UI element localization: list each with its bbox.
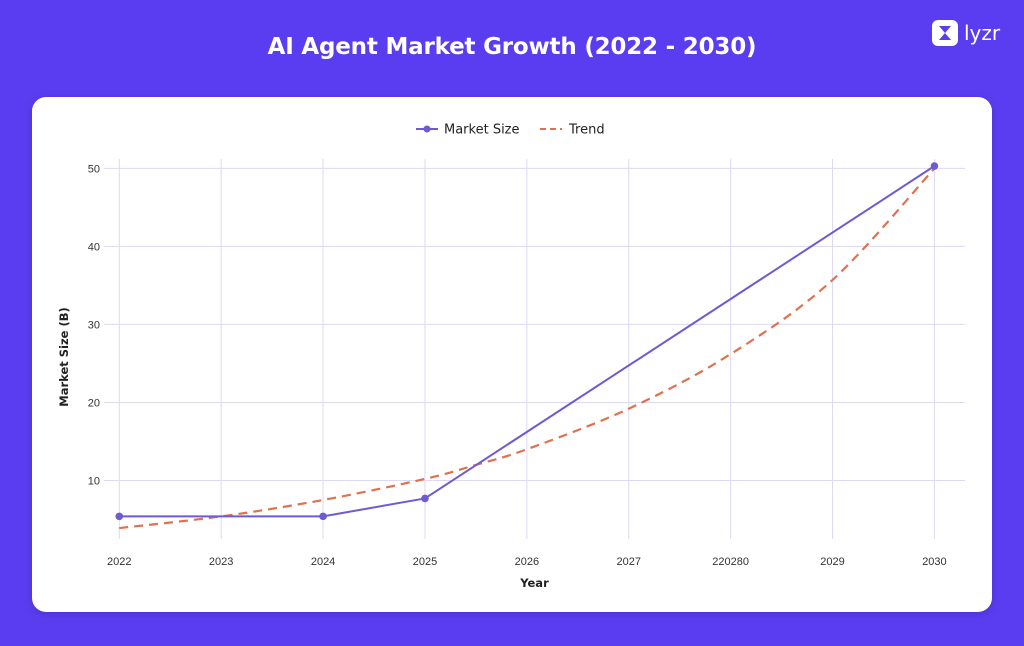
trend-line xyxy=(119,167,936,530)
y-tick-label: 10 xyxy=(88,475,100,487)
x-tick-label: 2022 xyxy=(107,556,131,568)
market-size-point xyxy=(319,512,327,521)
y-tick-label: 40 xyxy=(88,241,100,253)
x-tick-label: 2026 xyxy=(515,556,539,568)
x-tick-label: 2030 xyxy=(922,556,946,568)
x-tick-label: 2027 xyxy=(617,556,641,568)
legend-item-market-size[interactable]: Market Size xyxy=(416,123,520,138)
legend: Market Size Trend xyxy=(416,123,605,138)
market-size-line xyxy=(119,165,935,518)
page-title: AI Agent Market Growth (2022 - 2030) xyxy=(267,34,757,60)
y-axis-title: Market Size (B) xyxy=(57,307,71,407)
x-tick-label: 2023 xyxy=(209,556,233,568)
x-tick-label: 2029 xyxy=(820,556,844,568)
x-axis-title: Year xyxy=(519,576,549,590)
y-tick-label: 50 xyxy=(88,163,100,175)
market-size-point xyxy=(421,494,429,503)
market-size-point xyxy=(930,162,939,170)
chart-card: 2022 2023 2024 2025 2026 2027 220280 2029 2030 10… xyxy=(32,97,992,612)
series-layer xyxy=(115,162,939,530)
legend-marker-market-size xyxy=(423,125,431,133)
legend-label-trend: Trend xyxy=(568,123,605,138)
legend-item-trend[interactable]: Trend xyxy=(540,123,605,138)
y-tick-label: 30 xyxy=(88,319,100,331)
brand-logo: lyzr xyxy=(932,20,1000,46)
legend-label-market-size: Market Size xyxy=(444,123,520,138)
x-tick-label: 220280 xyxy=(712,556,749,568)
x-tick-label: 2025 xyxy=(413,556,437,568)
market-size-point xyxy=(115,512,124,521)
brand-name: lyzr xyxy=(964,21,1001,45)
y-tick-label: 20 xyxy=(88,397,100,409)
x-tick-label: 2024 xyxy=(311,556,335,568)
ticks-layer: 2022 2023 2024 2025 2026 2027 220280 2029 203010… xyxy=(88,163,947,568)
lyzr-logo-icon xyxy=(932,20,958,46)
line-chart: 2022 2023 2024 2025 2026 2027 220280 2029 203010… xyxy=(57,123,965,590)
grid xyxy=(104,159,965,539)
